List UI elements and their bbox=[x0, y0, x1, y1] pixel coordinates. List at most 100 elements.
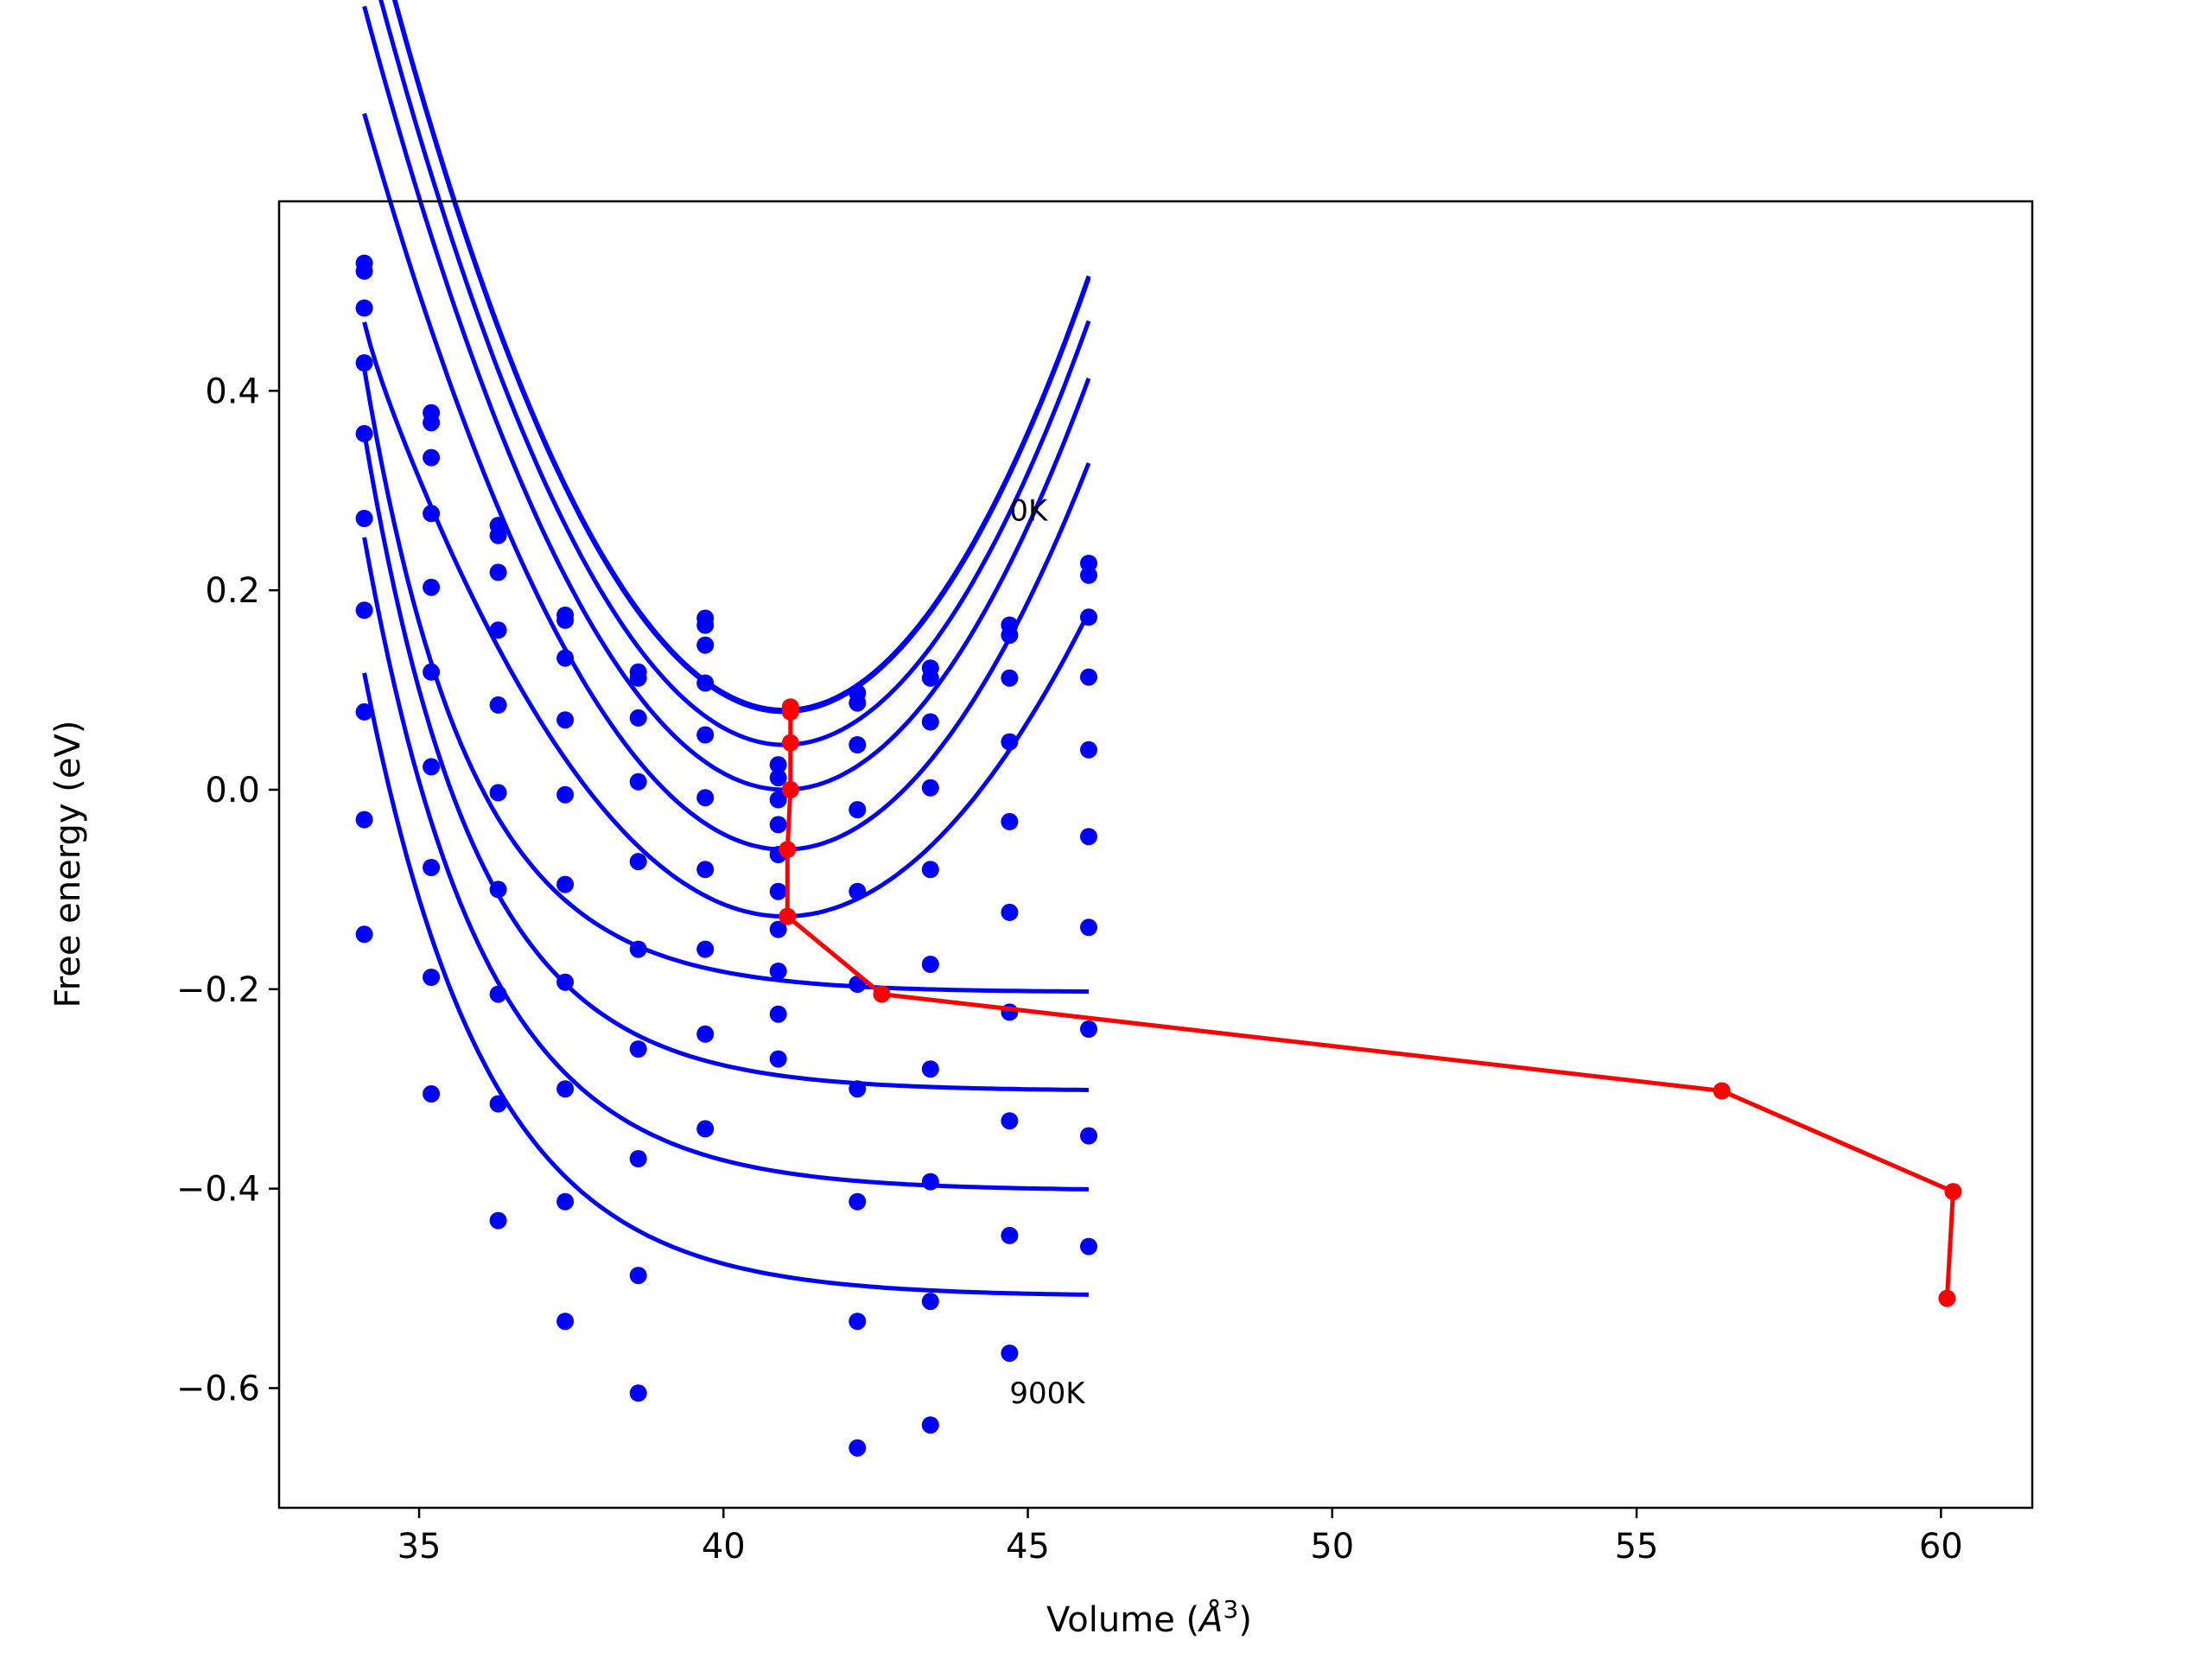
data-point bbox=[921, 779, 939, 797]
data-point bbox=[769, 769, 787, 787]
data-point bbox=[849, 801, 867, 819]
data-point bbox=[629, 1384, 647, 1402]
data-point bbox=[423, 1085, 441, 1103]
x-axis-label: Volume (Å3) bbox=[1046, 1595, 1252, 1640]
data-point bbox=[629, 709, 647, 727]
x-tick-label: 40 bbox=[702, 1527, 746, 1567]
data-point bbox=[849, 882, 867, 900]
fit-curves bbox=[362, 0, 1091, 1297]
equilibrium-point bbox=[1944, 1183, 1962, 1201]
data-point bbox=[921, 861, 939, 879]
data-point bbox=[696, 1120, 715, 1138]
data-point bbox=[769, 816, 787, 834]
data-point bbox=[696, 1025, 715, 1043]
data-point bbox=[355, 925, 373, 944]
data-point bbox=[629, 772, 647, 791]
data-point bbox=[1001, 733, 1019, 751]
data-point bbox=[1080, 608, 1097, 626]
data-point bbox=[769, 791, 787, 809]
data-point bbox=[423, 578, 441, 596]
fit-curve-900K bbox=[362, 672, 1090, 1297]
data-point bbox=[423, 505, 441, 523]
data-point bbox=[696, 616, 715, 634]
data-point bbox=[556, 973, 575, 991]
equilibrium-point bbox=[781, 781, 799, 798]
y-tick-label: −0.2 bbox=[176, 970, 260, 1010]
data-point bbox=[1080, 555, 1097, 572]
y-axis-label: Free energy (eV) bbox=[48, 721, 88, 1008]
data-point bbox=[921, 669, 939, 687]
data-point bbox=[1080, 668, 1097, 686]
annotation-0k: 0K bbox=[1009, 493, 1049, 528]
data-point bbox=[1080, 1237, 1097, 1255]
data-point bbox=[423, 448, 441, 467]
data-point bbox=[556, 611, 575, 629]
fit-curve-100K bbox=[391, 0, 1091, 715]
data-point bbox=[355, 702, 373, 721]
y-tick-label: 0.4 bbox=[205, 372, 260, 411]
data-point bbox=[696, 789, 715, 807]
data-point bbox=[1001, 1112, 1019, 1130]
data-point bbox=[423, 663, 441, 681]
fit-curve-800K bbox=[362, 537, 1090, 1192]
data-point bbox=[556, 1313, 575, 1331]
data-point bbox=[489, 526, 507, 544]
data-point bbox=[921, 1173, 939, 1191]
x-tick-label: 35 bbox=[397, 1527, 442, 1567]
data-point bbox=[1080, 741, 1097, 759]
annotations: 0K 900K bbox=[1009, 493, 1086, 1411]
axes: 35 40 45 50 55 60 −0.6 −0.4 −0.2 0.0 0.2 0.4 bbox=[176, 200, 2034, 1567]
equilibrium-point bbox=[873, 985, 891, 1003]
data-point bbox=[489, 621, 507, 639]
data-point bbox=[1001, 1344, 1019, 1363]
data-point bbox=[849, 694, 867, 712]
equilibrium-volume-line bbox=[785, 707, 1955, 1299]
data-point bbox=[355, 601, 373, 620]
data-point bbox=[921, 1293, 939, 1311]
data-point bbox=[489, 563, 507, 582]
data-point bbox=[1001, 626, 1019, 645]
data-point bbox=[629, 669, 647, 687]
data-point bbox=[423, 969, 441, 986]
fit-curve-600K bbox=[362, 368, 1090, 995]
data-point bbox=[629, 1267, 647, 1285]
data-point bbox=[423, 414, 441, 432]
data-point bbox=[849, 1080, 867, 1098]
x-axis-label-power: 3 bbox=[1224, 1595, 1239, 1624]
data-point bbox=[423, 859, 441, 876]
data-point bbox=[355, 424, 373, 442]
data-point bbox=[1080, 828, 1097, 846]
data-point bbox=[696, 861, 715, 879]
data-point bbox=[849, 1439, 867, 1457]
data-point bbox=[489, 985, 507, 1003]
equilibrium-point bbox=[1713, 1082, 1731, 1100]
equilibrium-line bbox=[779, 698, 1962, 1307]
data-point bbox=[355, 262, 373, 280]
data-point bbox=[556, 1192, 575, 1211]
data-point bbox=[921, 956, 939, 973]
data-point bbox=[696, 674, 715, 692]
data-point bbox=[696, 940, 715, 958]
data-point bbox=[1080, 1020, 1097, 1038]
x-tick-label: 55 bbox=[1615, 1527, 1659, 1567]
data-point bbox=[921, 713, 939, 731]
data-point bbox=[769, 920, 787, 938]
data-point bbox=[355, 299, 373, 317]
fit-curve-700K bbox=[362, 432, 1090, 1092]
data-point bbox=[556, 875, 575, 893]
fit-curve-400K bbox=[362, 112, 1091, 852]
data-points bbox=[355, 254, 1097, 1457]
x-tick-label: 60 bbox=[1919, 1527, 1963, 1567]
data-point bbox=[696, 636, 715, 654]
y-tick-label: 0.0 bbox=[205, 771, 260, 810]
y-tick-label: −0.6 bbox=[176, 1369, 260, 1408]
data-point bbox=[556, 711, 575, 729]
data-point bbox=[849, 1192, 867, 1211]
plot-frame bbox=[277, 200, 2034, 1510]
equilibrium-point bbox=[781, 734, 799, 752]
data-point bbox=[489, 696, 507, 714]
data-point bbox=[355, 510, 373, 527]
equilibrium-point bbox=[779, 841, 797, 859]
data-point bbox=[1080, 918, 1097, 937]
